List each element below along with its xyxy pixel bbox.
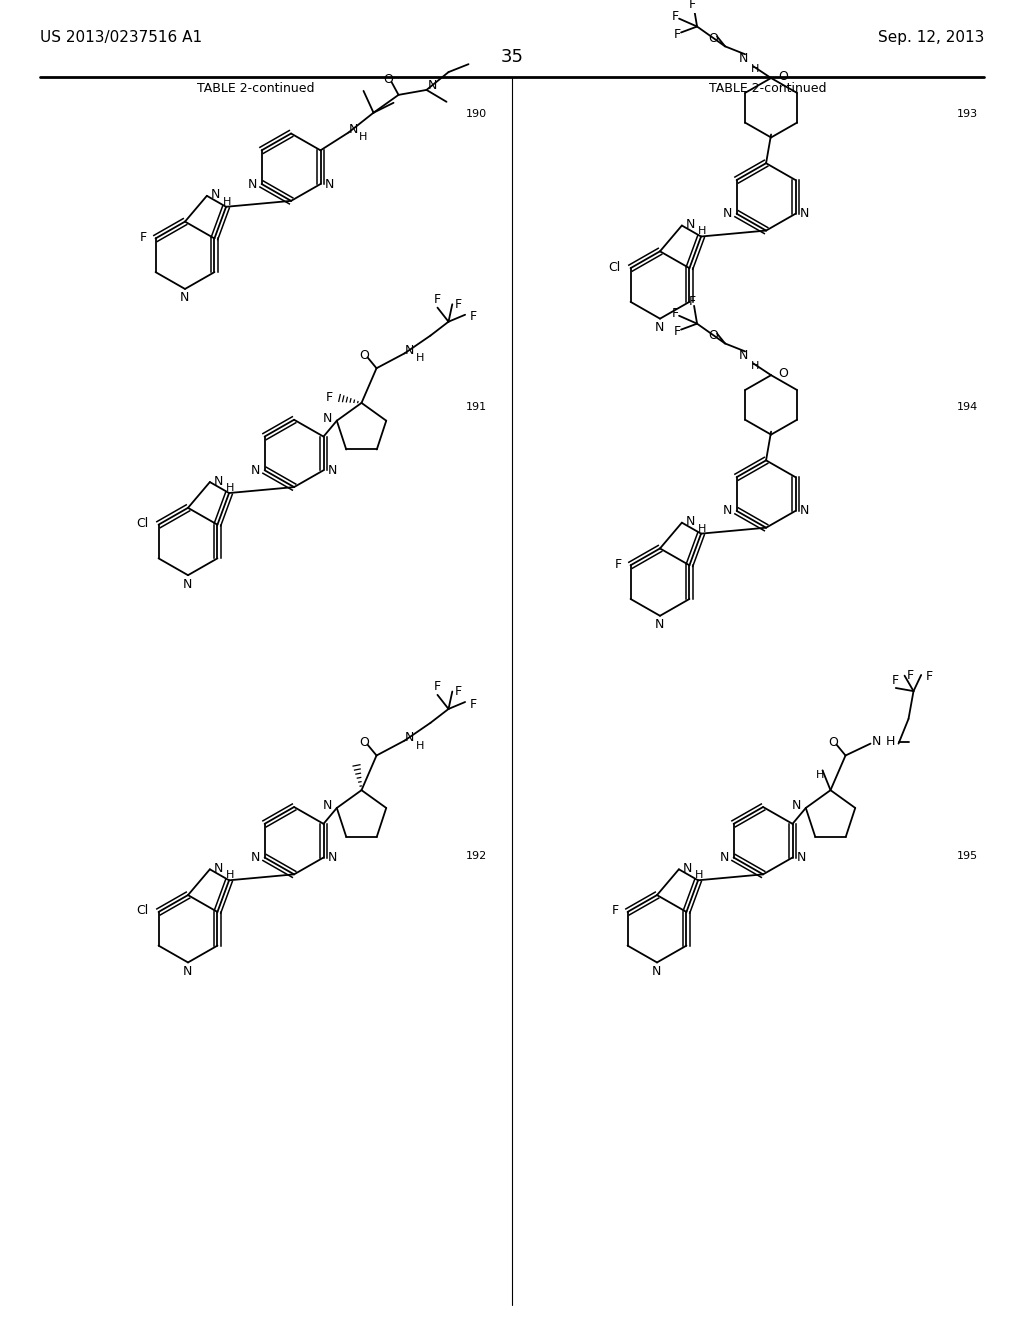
Text: H: H: [359, 132, 368, 143]
Text: O: O: [709, 329, 718, 342]
Text: H: H: [886, 735, 895, 748]
Text: N: N: [324, 412, 333, 425]
Text: N: N: [214, 862, 223, 875]
Text: F: F: [434, 293, 441, 306]
Text: F: F: [612, 904, 620, 917]
Text: Sep. 12, 2013: Sep. 12, 2013: [878, 30, 984, 45]
Text: N: N: [428, 79, 437, 92]
Text: O: O: [778, 367, 788, 380]
Text: N: N: [720, 851, 729, 865]
Text: N: N: [797, 851, 806, 865]
Text: F: F: [674, 28, 681, 41]
Text: F: F: [140, 231, 147, 244]
Text: N: N: [328, 463, 337, 477]
Text: N: N: [686, 515, 695, 528]
Text: O: O: [828, 737, 839, 750]
Text: F: F: [672, 11, 679, 24]
Text: N: N: [248, 177, 257, 190]
Text: F: F: [434, 680, 441, 693]
Text: 190: 190: [466, 108, 487, 119]
Text: H: H: [225, 483, 234, 492]
Text: N: N: [349, 123, 358, 136]
Text: N: N: [723, 207, 732, 220]
Text: N: N: [871, 735, 882, 748]
Text: 193: 193: [956, 108, 978, 119]
Text: N: N: [800, 504, 809, 517]
Text: F: F: [470, 310, 476, 323]
Text: 194: 194: [956, 401, 978, 412]
Text: O: O: [384, 73, 393, 86]
Text: O: O: [359, 348, 370, 362]
Text: US 2013/0237516 A1: US 2013/0237516 A1: [40, 30, 202, 45]
Text: TABLE 2-continued: TABLE 2-continued: [710, 82, 826, 95]
Text: H: H: [694, 870, 703, 880]
Text: 192: 192: [466, 851, 487, 862]
Text: F: F: [455, 685, 462, 698]
Text: N: N: [251, 463, 260, 477]
Text: 35: 35: [501, 49, 523, 66]
Text: F: F: [907, 669, 914, 682]
Text: N: N: [211, 189, 220, 202]
Text: N: N: [404, 345, 414, 356]
Text: O: O: [359, 737, 370, 750]
Text: N: N: [404, 731, 414, 744]
Text: F: F: [926, 671, 933, 684]
Text: H: H: [417, 354, 425, 363]
Text: TABLE 2-continued: TABLE 2-continued: [198, 82, 314, 95]
Text: N: N: [251, 851, 260, 865]
Text: O: O: [778, 70, 788, 83]
Text: N: N: [182, 578, 191, 590]
Text: F: F: [326, 392, 333, 404]
Text: N: N: [738, 348, 748, 362]
Text: Cl: Cl: [608, 260, 621, 273]
Text: F: F: [455, 298, 462, 310]
Text: F: F: [674, 325, 681, 338]
Text: N: N: [328, 851, 337, 865]
Text: N: N: [793, 800, 802, 813]
Text: F: F: [615, 558, 623, 570]
Text: N: N: [324, 800, 333, 813]
Text: Cl: Cl: [136, 517, 148, 531]
Text: 191: 191: [466, 401, 487, 412]
Text: H: H: [751, 362, 759, 371]
Text: N: N: [182, 965, 191, 978]
Text: N: N: [651, 965, 660, 978]
Text: H: H: [816, 771, 824, 780]
Text: 195: 195: [956, 851, 978, 862]
Text: N: N: [654, 618, 664, 631]
Text: F: F: [688, 0, 695, 12]
Text: N: N: [686, 218, 695, 231]
Text: H: H: [751, 65, 759, 74]
Text: F: F: [672, 308, 679, 321]
Text: F: F: [892, 673, 899, 686]
Text: H: H: [697, 227, 706, 236]
Text: N: N: [214, 475, 223, 487]
Text: N: N: [325, 177, 334, 190]
Text: F: F: [688, 296, 695, 309]
Text: N: N: [800, 207, 809, 220]
Text: O: O: [709, 32, 718, 45]
Text: F: F: [470, 697, 476, 710]
Text: N: N: [723, 504, 732, 517]
Text: H: H: [697, 524, 706, 533]
Text: Cl: Cl: [136, 904, 148, 917]
Text: N: N: [654, 321, 664, 334]
Text: N: N: [738, 51, 748, 65]
Text: H: H: [225, 870, 234, 880]
Text: N: N: [179, 292, 188, 305]
Text: H: H: [222, 197, 231, 207]
Text: N: N: [683, 862, 692, 875]
Text: H: H: [417, 741, 425, 751]
